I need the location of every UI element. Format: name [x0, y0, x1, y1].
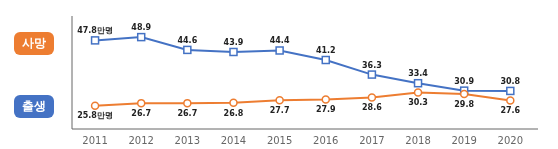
- html-text:출생: 출생: [22, 98, 46, 113]
- svg-text:28.6: 28.6: [362, 103, 382, 112]
- svg-text:2014: 2014: [221, 135, 246, 146]
- svg-text:26.7: 26.7: [177, 109, 197, 118]
- svg-text:2016: 2016: [313, 135, 338, 146]
- svg-text:2018: 2018: [405, 135, 430, 146]
- svg-text:29.8: 29.8: [454, 100, 474, 109]
- svg-text:26.7: 26.7: [131, 109, 151, 118]
- svg-text:41.2: 41.2: [316, 46, 336, 55]
- svg-text:30.3: 30.3: [408, 98, 428, 107]
- svg-text:33.4: 33.4: [408, 69, 428, 78]
- svg-text:36.3: 36.3: [362, 61, 382, 70]
- svg-text:47.8만명: 47.8만명: [77, 26, 113, 35]
- svg-text:26.8: 26.8: [224, 109, 244, 118]
- svg-text:30.9: 30.9: [454, 77, 474, 86]
- svg-text:30.8: 30.8: [500, 77, 520, 86]
- svg-text:25.8만명: 25.8만명: [77, 111, 113, 120]
- svg-text:27.6: 27.6: [500, 106, 520, 115]
- svg-text:44.6: 44.6: [177, 36, 197, 45]
- svg-text:2017: 2017: [359, 135, 384, 146]
- svg-text:43.9: 43.9: [224, 38, 244, 47]
- svg-text:27.9: 27.9: [316, 105, 336, 114]
- svg-text:2011: 2011: [82, 135, 107, 146]
- svg-text:2013: 2013: [175, 135, 200, 146]
- svg-text:27.7: 27.7: [270, 106, 290, 115]
- svg-text:2020: 2020: [498, 135, 523, 146]
- svg-text:48.9: 48.9: [131, 23, 151, 32]
- svg-text:44.4: 44.4: [270, 36, 290, 45]
- html-text:사망: 사망: [22, 35, 46, 50]
- svg-text:2015: 2015: [267, 135, 292, 146]
- svg-text:2019: 2019: [451, 135, 476, 146]
- svg-text:2012: 2012: [128, 135, 153, 146]
